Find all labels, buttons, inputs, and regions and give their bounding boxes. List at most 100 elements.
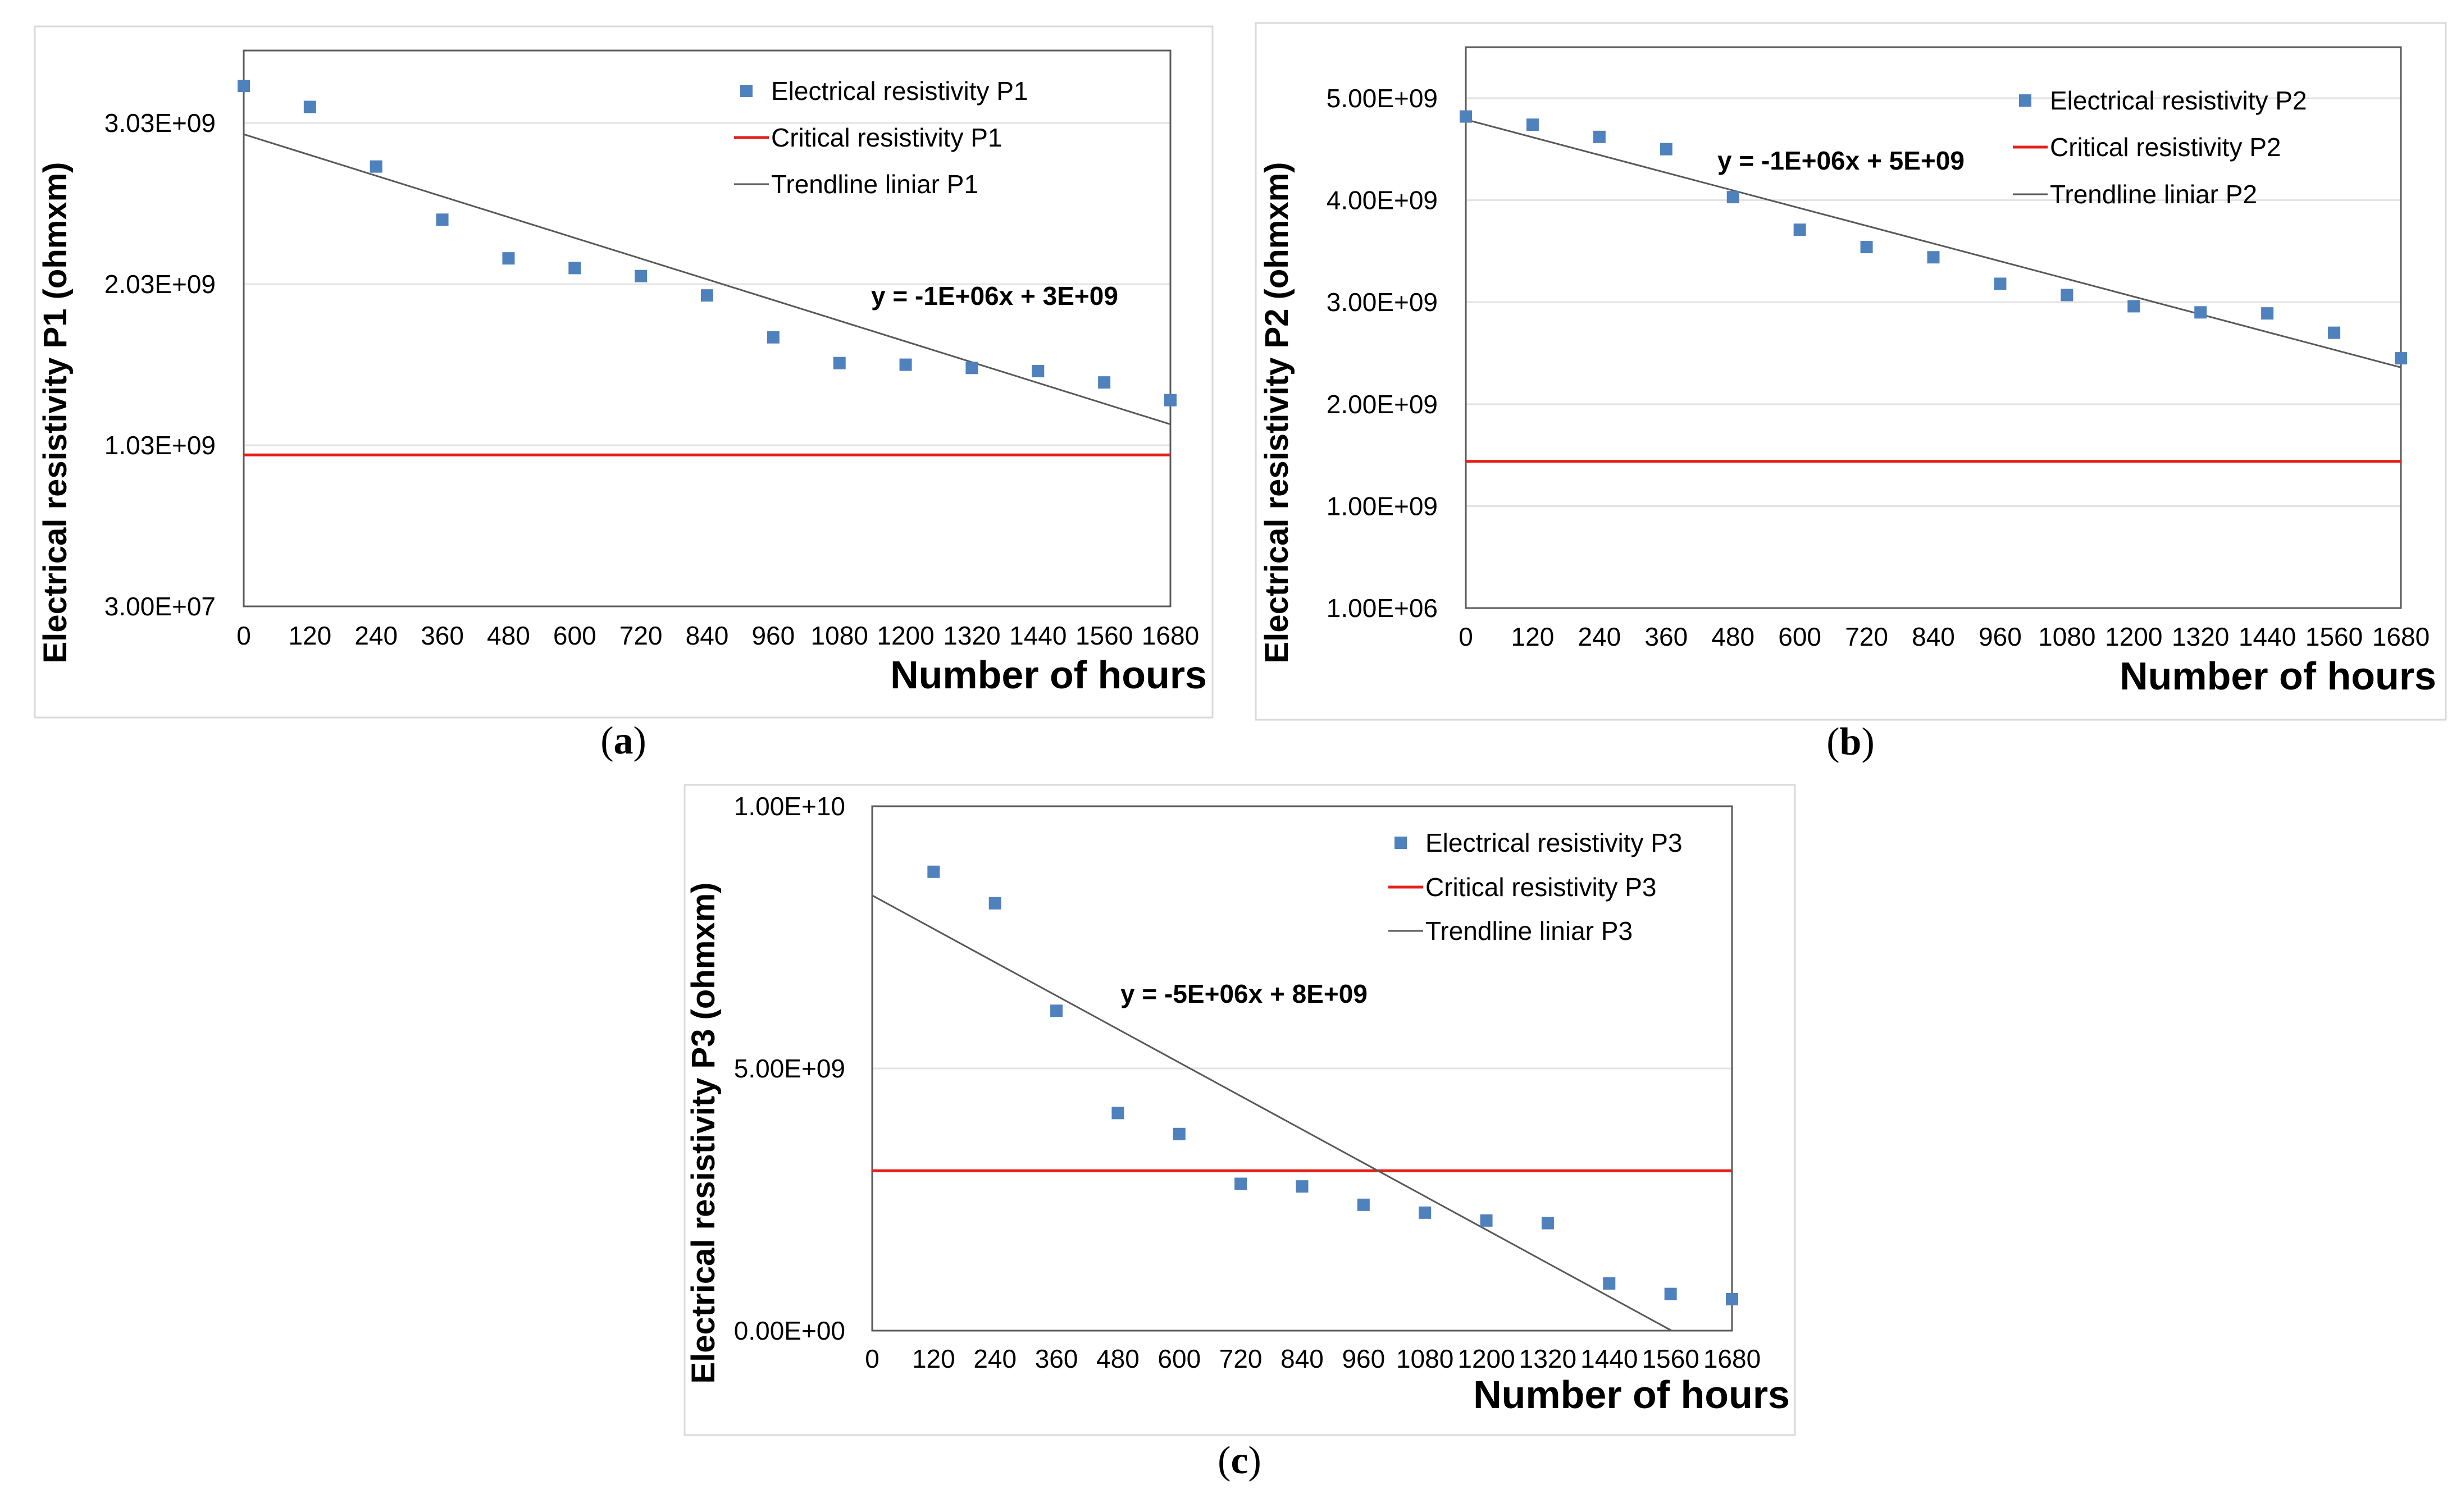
chart-a: 3.00E+07 1.03E+09 2.03E+09 3.03E+09 0 120 240 3… (34, 25, 1214, 762)
y-tick-label: 4.00E+09 (1327, 186, 1438, 215)
data-point (1541, 1217, 1554, 1230)
y-tick-label: 3.03E+09 (104, 108, 216, 138)
data-point (2061, 289, 2073, 302)
panel-caption: (b) (1826, 720, 1875, 764)
data-point (1480, 1214, 1493, 1227)
trendline-equation: y = -1E+06x + 3E+09 (871, 281, 1118, 310)
x-tick-label: 240 (354, 621, 398, 650)
x-tick-label: 480 (1096, 1344, 1140, 1373)
x-tick-label: 960 (1342, 1344, 1385, 1373)
y-tick-label: 5.00E+09 (1327, 84, 1438, 113)
data-point (2261, 307, 2274, 320)
legend-label: Trendline liniar P3 (1425, 916, 1633, 945)
data-point (1603, 1277, 1616, 1290)
x-tick-label: 1680 (1703, 1344, 1761, 1373)
x-tick-label: 0 (236, 621, 251, 650)
x-tick-label: 1080 (1396, 1344, 1453, 1373)
x-tick-label: 1080 (2038, 622, 2095, 651)
data-point (370, 160, 382, 173)
data-point (1111, 1107, 1124, 1120)
data-point (1793, 223, 1806, 236)
legend-label: Critical resistivity P3 (1425, 873, 1657, 902)
trendline-equation: y = -5E+06x + 8E+09 (1120, 979, 1368, 1008)
x-tick-label: 480 (1711, 622, 1754, 651)
data-point (1994, 277, 2007, 290)
trend-line (243, 133, 1171, 426)
data-point (2328, 326, 2341, 339)
x-tick-label: 720 (1845, 622, 1888, 651)
x-tick-label: 840 (1280, 1344, 1324, 1373)
data-point (833, 357, 846, 369)
x-tick-label: 720 (1219, 1344, 1263, 1373)
legend: Electrical resistivity P1 Critical resist… (734, 76, 1028, 199)
data-point (988, 897, 1001, 910)
legend-label: Electrical resistivity P3 (1425, 828, 1683, 857)
x-tick-label: 1560 (1642, 1344, 1699, 1373)
x-tick-label: 240 (973, 1344, 1017, 1373)
x-tick-label: 1200 (1457, 1344, 1515, 1373)
x-tick-label: 480 (487, 621, 530, 650)
panel-caption: (c) (1218, 1439, 1261, 1482)
data-point (1296, 1180, 1309, 1193)
data-point (1460, 110, 1472, 123)
y-axis-title: Electrical resistivity P2 (ohmxm) (1259, 162, 1295, 664)
y-tick-label: 2.00E+09 (1327, 390, 1438, 419)
data-point (701, 289, 713, 302)
data-point (1357, 1198, 1370, 1211)
x-tick-label: 1560 (1075, 621, 1133, 650)
x-tick-label: 600 (1778, 622, 1821, 651)
x-tick-label: 240 (1578, 622, 1621, 651)
legend: Electrical resistivity P3 Critical resist… (1388, 828, 1683, 945)
x-tick-label: 1320 (943, 621, 1000, 650)
legend-marker-points (740, 85, 753, 97)
data-point (1419, 1206, 1432, 1219)
data-point (2395, 352, 2407, 365)
x-tick-label: 600 (1157, 1344, 1201, 1373)
data-point (899, 358, 912, 371)
plot-area (871, 805, 1733, 1332)
chart-c: 0.00E+00 5.00E+09 1.00E+10 0 120 240 360 480 600… (683, 784, 1796, 1482)
data-point (502, 252, 515, 265)
x-tick-label: 120 (912, 1344, 955, 1373)
x-tick-label: 120 (288, 621, 331, 650)
data-point (1164, 394, 1177, 406)
data-point (965, 362, 978, 374)
data-point (1860, 241, 1873, 254)
y-tick-label: 1.00E+09 (1327, 492, 1438, 521)
y-tick-label: 1.03E+09 (104, 431, 216, 460)
y-axis-title: Electrical resistivity P3 (ohmxm) (685, 883, 722, 1384)
data-point (1927, 251, 1940, 264)
data-point (1664, 1287, 1677, 1300)
y-axis-title: Electrical resistivity P1 (ohmxm) (37, 162, 74, 664)
data-point (1726, 191, 1739, 204)
legend-marker-points (2019, 94, 2031, 107)
legend-label: Critical resistivity P2 (2050, 133, 2281, 162)
data-point (1032, 365, 1045, 378)
x-tick-label: 1680 (1142, 621, 1199, 650)
data-point (568, 262, 581, 275)
y-tick-label: 3.00E+09 (1327, 287, 1438, 317)
legend-label: Critical resistivity P1 (771, 123, 1002, 152)
x-axis-title: Number of hours (2120, 654, 2436, 698)
data-point (927, 865, 940, 878)
x-tick-label: 360 (1035, 1344, 1078, 1373)
data-point (1660, 143, 1672, 156)
x-tick-label: 960 (751, 621, 795, 650)
y-tick-label: 5.00E+09 (734, 1054, 845, 1083)
x-tick-label: 720 (619, 621, 663, 650)
data-point (238, 80, 250, 93)
x-tick-label: 960 (1979, 622, 2022, 651)
x-tick-label: 1200 (2105, 622, 2162, 651)
x-tick-label: 1320 (2172, 622, 2229, 651)
y-tick-label: 0.00E+00 (734, 1316, 845, 1345)
x-axis-title: Number of hours (890, 653, 1207, 697)
trend-line (1465, 118, 2401, 368)
y-tick-label: 3.00E+07 (104, 592, 216, 621)
y-tick-label: 1.00E+10 (734, 792, 845, 821)
x-tick-label: 1440 (2239, 622, 2296, 651)
panel-caption: (a) (600, 719, 646, 762)
data-point (1593, 130, 1606, 143)
legend-marker-points (1394, 837, 1407, 849)
panel-frame (34, 25, 1214, 719)
